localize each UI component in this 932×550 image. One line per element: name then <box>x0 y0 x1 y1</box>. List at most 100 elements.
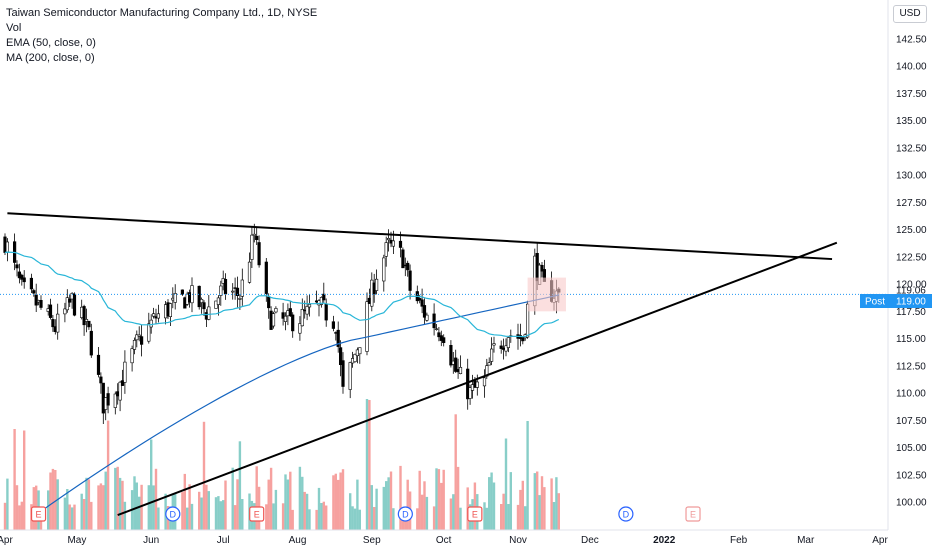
dividend-marker[interactable]: D <box>618 506 634 522</box>
volume-bar <box>389 471 393 530</box>
volume-bar <box>20 501 23 530</box>
currency-selector[interactable]: USD <box>893 5 927 23</box>
price-badges: 119.06 Post 119.00 <box>860 285 932 308</box>
candle-body <box>168 303 173 318</box>
post-badge-value: 119.00 <box>896 297 926 308</box>
price-tick-label: 125.00 <box>896 225 927 236</box>
volume-bar <box>449 498 453 530</box>
volume-bar <box>485 507 488 530</box>
volume-bar <box>291 509 294 530</box>
ma-indicator-label[interactable]: MA (200, close, 0) <box>6 52 95 64</box>
candle-body <box>525 303 530 338</box>
candle-body <box>216 297 221 305</box>
volume-bar <box>214 497 218 530</box>
volume-bar <box>133 476 136 530</box>
candlesticks <box>3 223 561 424</box>
time-tick-label: 2022 <box>653 535 676 546</box>
time-tick-label: Nov <box>509 535 527 546</box>
event-marker-label: E <box>36 510 42 520</box>
volume-bar <box>341 469 345 530</box>
volume-bar <box>550 478 553 530</box>
price-axis[interactable]: 100.00 102.50 105.00 107.50 110.00 112.50 115.… <box>896 35 927 509</box>
price-tick-label: 105.00 <box>896 443 927 454</box>
post-badge-label: Post <box>865 297 885 308</box>
dividend-marker[interactable]: D <box>165 506 181 522</box>
earnings-marker[interactable]: E <box>685 506 701 522</box>
volume-bar <box>557 493 560 530</box>
volume-bar <box>281 503 285 530</box>
volume-bar <box>483 502 486 530</box>
volume-bar <box>315 509 318 530</box>
candle-body <box>434 328 439 330</box>
volume-bar <box>303 491 306 530</box>
volume-bar <box>255 466 258 530</box>
earnings-marker[interactable]: E <box>467 506 483 522</box>
candle-body <box>506 337 511 348</box>
volume-bar <box>90 501 93 530</box>
candle-body <box>149 319 153 328</box>
volume-bar <box>106 420 110 530</box>
candle-body <box>291 314 295 332</box>
symbol-title[interactable]: Taiwan Semiconductor Manufacturing Compa… <box>6 7 318 19</box>
time-tick-label: Sep <box>363 535 381 546</box>
volume-bar <box>3 502 7 530</box>
candle-body <box>341 360 345 387</box>
volume-bar <box>272 503 275 530</box>
volume-bar <box>56 479 59 530</box>
volume-bar <box>233 505 237 530</box>
volume-bar <box>269 467 273 530</box>
time-tick-label: Mar <box>797 535 815 546</box>
volume-bar <box>202 421 206 530</box>
candle-body <box>475 381 479 388</box>
candle-body <box>252 233 256 236</box>
price-tick-label: 110.00 <box>896 389 926 400</box>
candle-body <box>365 301 369 352</box>
price-tick-label: 132.50 <box>896 143 927 154</box>
candle-body <box>200 298 204 303</box>
candle-body <box>406 262 410 271</box>
candle-body <box>132 339 137 350</box>
candle-body <box>238 298 242 300</box>
candle-body <box>34 294 38 306</box>
candle-body <box>15 264 19 269</box>
earnings-marker[interactable]: E <box>249 506 265 522</box>
price-tick-label: 142.50 <box>896 35 927 46</box>
volume-bar <box>301 476 304 530</box>
volume-bar <box>358 509 361 530</box>
volume-bar <box>524 506 527 530</box>
candle-body <box>449 344 453 366</box>
candle-body <box>20 274 24 280</box>
volume-bar <box>373 507 376 530</box>
candle-body <box>521 337 525 342</box>
candle-body <box>489 348 494 362</box>
volume-bar <box>13 429 16 530</box>
candle-body <box>147 323 151 342</box>
ema-indicator-label[interactable]: EMA (50, close, 0) <box>6 37 96 49</box>
volume-bar <box>459 507 462 530</box>
candle-body <box>281 312 285 319</box>
candle-body <box>123 361 127 383</box>
vol-indicator-label[interactable]: Vol <box>6 22 22 34</box>
volume-bar <box>135 482 138 530</box>
volume-bar <box>526 421 529 530</box>
volume-bar <box>241 499 244 530</box>
volume-bar <box>80 493 83 530</box>
volume-bar <box>198 491 201 530</box>
volume-bar <box>188 484 191 530</box>
candle-body <box>338 347 343 366</box>
volume-bar <box>121 480 124 530</box>
candle-body <box>298 323 302 334</box>
volume-bar <box>456 466 460 530</box>
earnings-marker[interactable]: E <box>30 506 47 522</box>
volume-bar <box>308 509 311 530</box>
volume-bar <box>509 472 512 530</box>
upper-trendline <box>7 212 833 261</box>
price-tick-label: 137.50 <box>896 89 927 100</box>
dividend-marker[interactable]: D <box>397 506 413 522</box>
candle-body <box>331 321 336 329</box>
volume-bar <box>54 470 57 530</box>
time-axis[interactable]: Apr May Jun Jul Aug Sep Oct Nov Dec 2022 Feb Mar Apr <box>0 535 888 546</box>
volume-bar <box>123 501 127 530</box>
